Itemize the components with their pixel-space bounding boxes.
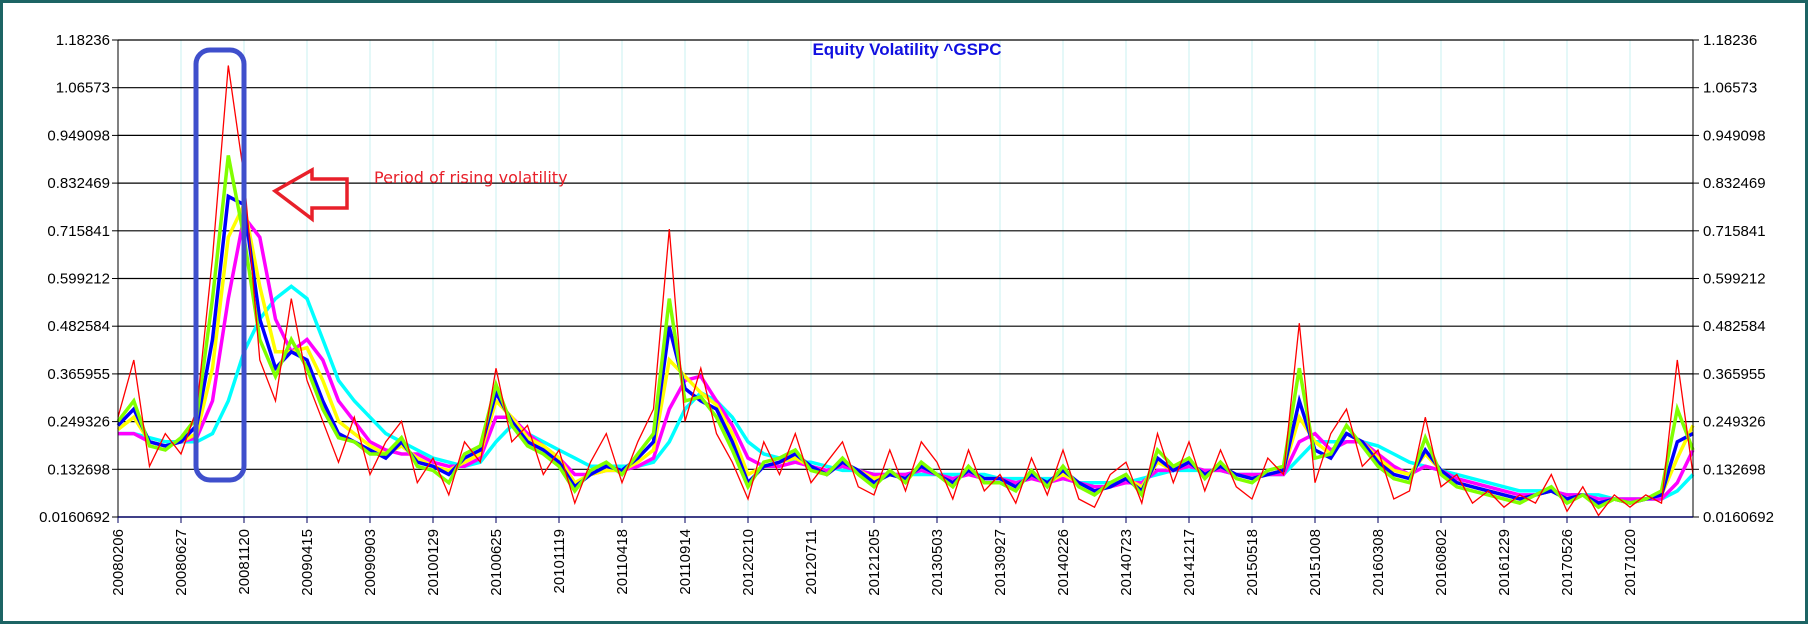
chart-title: Equity Volatility ^GSPC — [812, 40, 1001, 59]
x-tick-label: 20120210 — [740, 529, 757, 596]
y-tick-label-right: 0.715841 — [1703, 223, 1766, 240]
x-tick-label: 20100625 — [488, 529, 505, 596]
x-tick-label: 20080627 — [173, 529, 190, 596]
x-axis-labels: 20080206 20080627 20081120 20090415 20090903… — [110, 529, 1639, 596]
y-tick-label-left: 0.132698 — [47, 461, 110, 478]
x-tick-label: 20141217 — [1181, 529, 1198, 596]
x-tick-label: 20110418 — [614, 529, 631, 595]
y-tick-label-right: 0.599212 — [1703, 271, 1766, 288]
series-line — [118, 284, 1695, 501]
x-tick-label: 20151008 — [1307, 529, 1324, 596]
series-line — [116, 193, 1694, 505]
y-tick-label-right: 1.18236 — [1703, 32, 1757, 49]
y-tick-label-left: 0.249326 — [47, 414, 110, 431]
x-tick-label: 20080206 — [110, 529, 127, 596]
y-tick-label-left: 0.715841 — [47, 223, 110, 240]
volatility-chart: 0.0160692 0.132698 0.249326 0.365955 0.48258… — [39, 32, 1774, 596]
y-tick-label-left: 0.482584 — [47, 318, 110, 335]
series-line — [116, 155, 1695, 510]
y-tick-label-right: 0.0160692 — [1703, 509, 1774, 526]
x-tick-label: 20170526 — [1559, 529, 1576, 596]
y-tick-label-left: 0.365955 — [47, 366, 110, 383]
x-tick-label: 20150518 — [1244, 529, 1261, 596]
y-tick-label-right: 0.249326 — [1703, 414, 1766, 431]
x-tick-label: 20120711 — [803, 529, 820, 595]
y-tick-label-left: 0.832469 — [47, 175, 110, 192]
y-tick-label-right: 0.482584 — [1703, 318, 1766, 335]
x-tick-label: 20130503 — [929, 529, 946, 596]
x-tick-label: 20140226 — [1055, 529, 1072, 596]
x-tick-label: 20081120 — [236, 529, 253, 595]
horizontal-gridlines — [118, 39, 1693, 470]
y-tick-label-right: 0.132698 — [1703, 461, 1766, 478]
series-lines — [116, 65, 1695, 517]
y-tick-label-right: 0.832469 — [1703, 175, 1766, 192]
x-tick-label: 20090903 — [362, 529, 379, 596]
y-tick-label-left: 0.0160692 — [39, 509, 110, 526]
y-tick-label-left: 0.949098 — [47, 127, 110, 144]
highlight-box — [193, 47, 247, 483]
x-tick-label: 20140723 — [1118, 529, 1135, 596]
x-tick-label: 20160308 — [1370, 529, 1387, 596]
left-arrow-icon — [271, 166, 349, 223]
x-tick-label: 20101119 — [551, 529, 568, 594]
series-line — [117, 65, 1694, 517]
x-tick-label: 20110914 — [677, 529, 694, 595]
y-tick-label-right: 0.949098 — [1703, 127, 1766, 144]
y-tick-label-right: 0.365955 — [1703, 366, 1766, 383]
annotation-text: Period of rising volatility — [374, 168, 568, 187]
y-tick-label-left: 1.06573 — [56, 80, 110, 97]
x-tick-label: 20090415 — [299, 529, 316, 596]
series-line — [116, 199, 1695, 505]
y-axis-right-labels: 0.0160692 0.132698 0.249326 0.365955 0.48258… — [1703, 32, 1774, 526]
x-tick-label: 20160802 — [1433, 529, 1450, 596]
y-tick-label-left: 1.18236 — [56, 32, 110, 49]
x-tick-label: 20121205 — [866, 529, 883, 596]
x-tick-label: 20100129 — [425, 529, 442, 596]
y-tick-label-right: 1.06573 — [1703, 80, 1757, 97]
y-axis-left-labels: 0.0160692 0.132698 0.249326 0.365955 0.48258… — [39, 32, 110, 526]
y-tick-label-left: 0.599212 — [47, 271, 110, 288]
x-tick-label: 20161229 — [1496, 529, 1513, 596]
x-tick-label: 20171020 — [1622, 529, 1639, 596]
x-tick-label: 20130927 — [992, 529, 1009, 596]
series-line — [118, 212, 1695, 501]
axes — [112, 39, 1699, 523]
